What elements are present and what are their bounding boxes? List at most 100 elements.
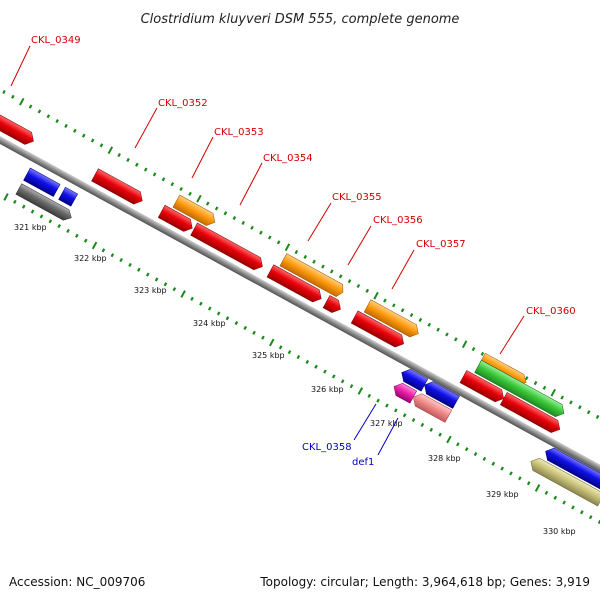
minor-tick <box>321 264 325 269</box>
accession-text: Accession: NC_009706 <box>9 575 145 589</box>
minor-tick <box>214 206 219 211</box>
minor-tick <box>595 414 600 420</box>
scale-labels: 321 kbp 322 kbp 323 kbp 324 kbp 325 kbp 326 k… <box>14 223 576 536</box>
minor-tick <box>480 351 485 356</box>
minor-tick <box>161 177 166 182</box>
minor-tick <box>367 393 372 398</box>
major-tick <box>91 241 98 250</box>
minor-tick <box>473 451 478 457</box>
svg-text:CKL_0352: CKL_0352 <box>158 98 208 109</box>
gene-ckl-0355b[interactable] <box>266 264 325 305</box>
minor-tick <box>376 398 380 403</box>
gene-ckl-0353[interactable] <box>172 194 218 228</box>
gene-rev-khaki[interactable] <box>528 455 600 507</box>
minor-tick <box>438 432 442 437</box>
gene-ckl-0358-blue[interactable] <box>398 366 429 392</box>
major-tick <box>461 340 468 349</box>
minor-tick <box>48 219 53 224</box>
svg-text:CKL_0349: CKL_0349 <box>31 35 81 46</box>
gene-ckl-0354[interactable] <box>190 222 266 273</box>
minor-tick <box>207 306 212 311</box>
gene-ckl-0355[interactable] <box>279 253 346 299</box>
minor-tick <box>340 379 345 384</box>
gene-ckl-0358[interactable] <box>391 380 418 404</box>
minor-tick <box>471 346 476 352</box>
gene-rev-blue-2[interactable] <box>58 186 78 207</box>
major-tick <box>550 388 556 397</box>
minor-tick <box>101 248 106 253</box>
gene-rev-blue-4[interactable] <box>542 445 600 493</box>
minor-tick <box>179 186 183 192</box>
svg-text:CKL_0358: CKL_0358 <box>302 442 352 453</box>
gene-rev-blue-1[interactable] <box>23 167 61 197</box>
minor-tick <box>13 199 17 204</box>
major-tick <box>107 146 114 155</box>
minor-tick <box>454 337 458 342</box>
minor-tick <box>188 191 192 196</box>
gene-label-ckl-0356: CKL_0356 <box>347 215 423 266</box>
minor-tick <box>223 211 228 216</box>
minor-tick <box>163 282 168 287</box>
minor-tick <box>126 157 130 162</box>
gene-rev-blue-3[interactable] <box>421 379 460 409</box>
gene-ckl-0357b[interactable] <box>350 310 407 350</box>
major-tick <box>269 338 275 347</box>
gene-ckl-0357[interactable] <box>363 299 422 340</box>
minor-tick <box>392 303 396 308</box>
minor-tick <box>75 233 79 238</box>
minor-tick <box>30 209 35 214</box>
gene-label-ckl-0360: CKL_0360 <box>499 306 576 355</box>
minor-tick <box>464 447 469 452</box>
minor-tick <box>427 322 432 327</box>
minor-tick <box>542 385 547 390</box>
minor-tick <box>110 253 115 258</box>
minor-tick <box>383 298 387 303</box>
svg-text:def1: def1 <box>352 457 374 468</box>
major-tick <box>446 435 452 444</box>
outer-tick-track <box>2 89 600 420</box>
gene-ckl-0356[interactable] <box>322 295 344 316</box>
gene-ckl-0360-green[interactable] <box>474 359 568 419</box>
major-tick <box>357 387 364 395</box>
scale-label: 327 kbp <box>370 419 403 428</box>
gene-label-ckl-0355: CKL_0355 <box>307 192 382 242</box>
minor-tick <box>365 288 370 293</box>
major-tick <box>3 193 9 201</box>
minor-tick <box>66 228 70 234</box>
minor-tick <box>216 311 221 316</box>
gene-ckl-0353b[interactable] <box>157 204 195 234</box>
minor-tick <box>560 395 564 400</box>
major-tick <box>19 97 25 106</box>
gene-label-ckl-0353: CKL_0353 <box>191 127 264 179</box>
minor-tick <box>402 413 407 418</box>
major-tick <box>373 291 379 300</box>
minor-tick <box>571 505 575 510</box>
gene-label-ckl-0349: CKL_0349 <box>10 35 81 87</box>
minor-tick <box>420 422 425 428</box>
gene-ckl-0352[interactable] <box>91 168 146 207</box>
minor-tick <box>99 143 104 148</box>
minor-tick <box>135 162 139 167</box>
gene-ckl-0349[interactable] <box>0 110 37 147</box>
minor-tick <box>418 317 423 323</box>
gene-ckl-0360[interactable] <box>459 370 507 404</box>
gene-rev-gray[interactable] <box>15 183 74 223</box>
minor-tick <box>329 269 334 274</box>
minor-tick <box>199 301 203 306</box>
minor-tick <box>261 335 265 340</box>
minor-tick <box>83 238 88 243</box>
minor-tick <box>409 313 414 318</box>
minor-tick <box>578 405 582 410</box>
scale-label: 321 kbp <box>14 223 47 232</box>
scale-label: 324 kbp <box>193 319 226 328</box>
minor-tick <box>37 109 42 114</box>
minor-tick <box>456 442 460 447</box>
minor-tick <box>491 461 496 466</box>
minor-tick <box>241 220 245 226</box>
gene-label-ckl-0358: CKL_0358 <box>302 403 377 453</box>
gene-def1[interactable] <box>410 391 453 423</box>
minor-tick <box>64 123 68 129</box>
gene-ckl-0361[interactable] <box>499 392 563 436</box>
minor-tick <box>544 490 549 495</box>
